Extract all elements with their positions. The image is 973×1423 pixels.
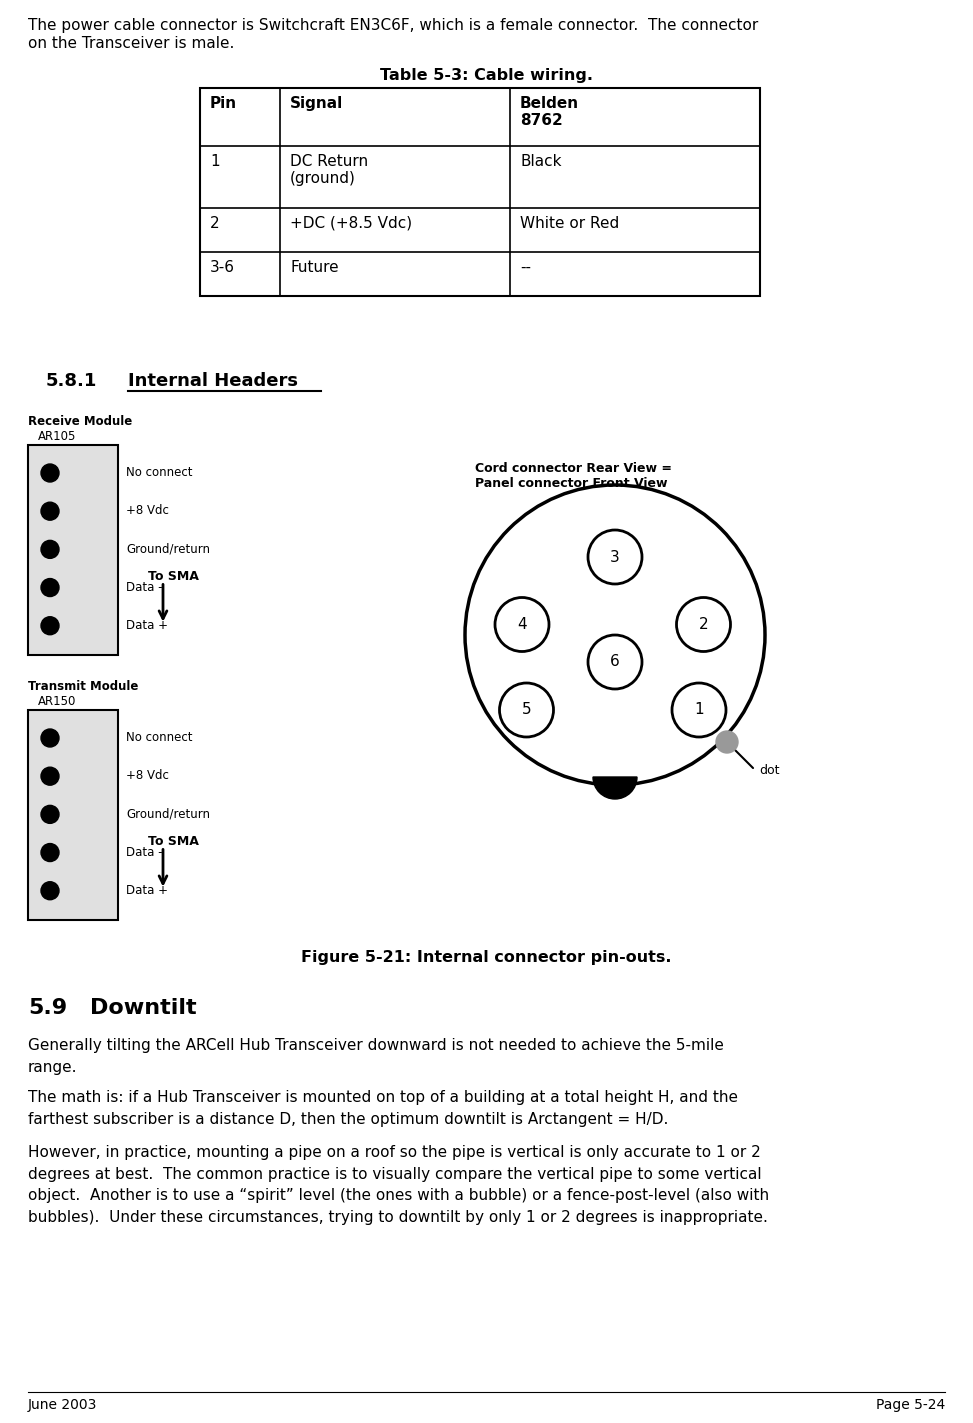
Text: Receive Module: Receive Module bbox=[28, 416, 132, 428]
Text: Data -: Data - bbox=[126, 581, 162, 593]
Circle shape bbox=[41, 541, 59, 558]
Circle shape bbox=[41, 844, 59, 861]
Text: --: -- bbox=[520, 260, 531, 275]
Text: 5.9: 5.9 bbox=[28, 998, 67, 1017]
Text: The math is: if a Hub Transceiver is mounted on top of a building at a total hei: The math is: if a Hub Transceiver is mou… bbox=[28, 1090, 738, 1127]
Text: No connect: No connect bbox=[126, 731, 193, 744]
Text: Table 5-3: Cable wiring.: Table 5-3: Cable wiring. bbox=[379, 68, 593, 83]
Text: 2: 2 bbox=[210, 216, 220, 231]
Text: 5: 5 bbox=[522, 703, 531, 717]
Text: Belden
8762: Belden 8762 bbox=[520, 95, 579, 128]
Text: Ground/return: Ground/return bbox=[126, 542, 210, 555]
Text: Figure 5-21: Internal connector pin-outs.: Figure 5-21: Internal connector pin-outs… bbox=[301, 951, 671, 965]
Circle shape bbox=[41, 616, 59, 635]
Text: Pin: Pin bbox=[210, 95, 237, 111]
Text: Internal Headers: Internal Headers bbox=[128, 371, 298, 390]
Text: Data +: Data + bbox=[126, 884, 168, 896]
Text: To SMA: To SMA bbox=[148, 834, 198, 848]
Text: Signal: Signal bbox=[290, 95, 343, 111]
Circle shape bbox=[41, 502, 59, 521]
Circle shape bbox=[676, 598, 731, 652]
Text: White or Red: White or Red bbox=[520, 216, 619, 231]
Text: +8 Vdc: +8 Vdc bbox=[126, 770, 169, 783]
Text: June 2003: June 2003 bbox=[28, 1397, 97, 1412]
Text: dot: dot bbox=[759, 764, 779, 777]
Text: 1: 1 bbox=[210, 154, 220, 169]
Circle shape bbox=[41, 464, 59, 482]
Text: 3: 3 bbox=[610, 549, 620, 565]
Text: +DC (+8.5 Vdc): +DC (+8.5 Vdc) bbox=[290, 216, 413, 231]
Text: 1: 1 bbox=[694, 703, 703, 717]
Text: Ground/return: Ground/return bbox=[126, 807, 210, 821]
Circle shape bbox=[499, 683, 554, 737]
Circle shape bbox=[41, 729, 59, 747]
Text: +8 Vdc: +8 Vdc bbox=[126, 504, 169, 517]
Circle shape bbox=[716, 731, 738, 753]
Text: AR105: AR105 bbox=[38, 430, 76, 443]
Text: 6: 6 bbox=[610, 655, 620, 669]
Circle shape bbox=[588, 635, 642, 689]
Text: Future: Future bbox=[290, 260, 339, 275]
Text: Transmit Module: Transmit Module bbox=[28, 680, 138, 693]
Text: Data +: Data + bbox=[126, 619, 168, 632]
Text: Panel connector Front View: Panel connector Front View bbox=[475, 477, 667, 490]
Text: 4: 4 bbox=[518, 618, 526, 632]
Circle shape bbox=[672, 683, 726, 737]
Text: DC Return
(ground): DC Return (ground) bbox=[290, 154, 368, 186]
Text: 5.8.1: 5.8.1 bbox=[46, 371, 97, 390]
Circle shape bbox=[465, 485, 765, 785]
Text: AR150: AR150 bbox=[38, 694, 76, 709]
Text: However, in practice, mounting a pipe on a roof so the pipe is vertical is only : However, in practice, mounting a pipe on… bbox=[28, 1146, 769, 1225]
Text: The power cable connector is Switchcraft EN3C6F, which is a female connector.  T: The power cable connector is Switchcraft… bbox=[28, 18, 758, 33]
Text: Generally tilting the ARCell Hub Transceiver downward is not needed to achieve t: Generally tilting the ARCell Hub Transce… bbox=[28, 1037, 724, 1074]
Text: Downtilt: Downtilt bbox=[90, 998, 197, 1017]
Circle shape bbox=[41, 579, 59, 596]
Text: Data -: Data - bbox=[126, 845, 162, 858]
Text: 2: 2 bbox=[699, 618, 708, 632]
Bar bbox=[200, 88, 760, 296]
Wedge shape bbox=[593, 777, 637, 798]
Bar bbox=[28, 445, 118, 655]
Circle shape bbox=[495, 598, 549, 652]
Circle shape bbox=[41, 882, 59, 899]
Circle shape bbox=[41, 805, 59, 824]
Text: No connect: No connect bbox=[126, 465, 193, 480]
Text: Page 5-24: Page 5-24 bbox=[876, 1397, 945, 1412]
Circle shape bbox=[588, 529, 642, 583]
Bar bbox=[28, 710, 118, 921]
Text: on the Transceiver is male.: on the Transceiver is male. bbox=[28, 36, 234, 51]
Text: Black: Black bbox=[520, 154, 561, 169]
Text: Cord connector Rear View =: Cord connector Rear View = bbox=[475, 462, 672, 475]
Text: 3-6: 3-6 bbox=[210, 260, 235, 275]
Text: To SMA: To SMA bbox=[148, 569, 198, 582]
Circle shape bbox=[41, 767, 59, 785]
